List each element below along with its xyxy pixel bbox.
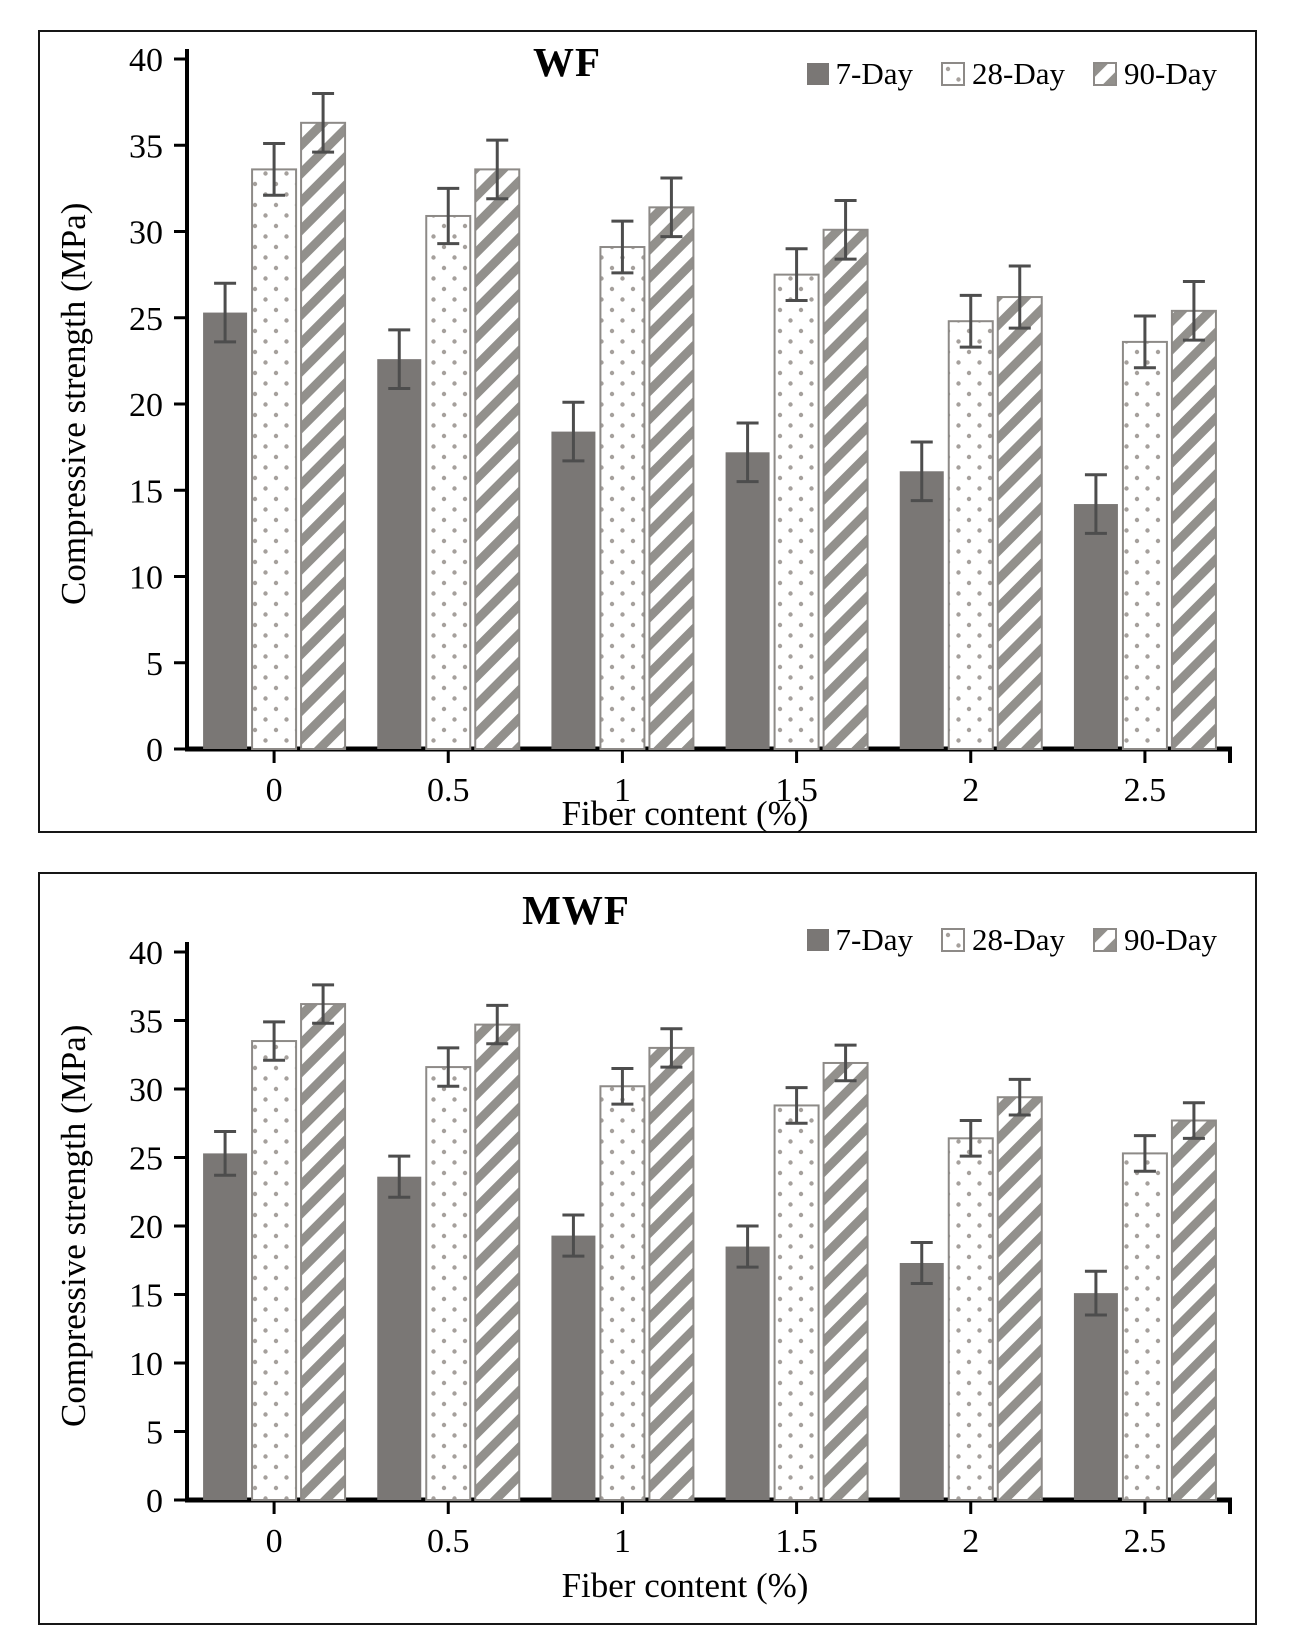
y-tick-label: 5 <box>146 646 163 683</box>
bar-7-Day-0 <box>203 312 248 749</box>
y-tick-label: 0 <box>146 1483 163 1520</box>
y-tick-label: 15 <box>129 473 163 510</box>
x-tick-label: 1 <box>614 772 631 809</box>
wf-legend: 7-Day 28-Day 90-Day <box>806 56 1217 92</box>
wf-legend-item-28day: 28-Day <box>941 56 1065 92</box>
bar-7-Day-2.5 <box>1073 1293 1118 1500</box>
bar-28-Day-1 <box>599 246 646 750</box>
bar-90-Day-2.5 <box>1170 309 1217 750</box>
mwf-legend-item-7day: 7-Day <box>806 922 914 958</box>
solid-bar-swatch-icon <box>806 63 829 85</box>
bar-7-Day-1 <box>551 431 596 749</box>
wf-legend-item-90day: 90-Day <box>1093 56 1217 92</box>
bar-7-Day-2 <box>899 471 944 749</box>
x-tick-label: 1 <box>614 1523 631 1560</box>
wf-legend-label-7day: 7-Day <box>835 56 914 91</box>
bar-7-Day-1.5 <box>725 1246 770 1500</box>
x-tick-label: 2 <box>962 1523 979 1560</box>
mwf-legend: 7-Day 28-Day 90-Day <box>806 922 1217 958</box>
bar-28-Day-1.5 <box>773 273 820 750</box>
bar-90-Day-1.5 <box>822 1061 869 1501</box>
bar-90-Day-2 <box>996 1096 1043 1501</box>
bar-7-Day-0.5 <box>377 1176 422 1500</box>
mwf-chart-title: MWF <box>522 887 630 933</box>
y-tick-label: 5 <box>146 1415 163 1452</box>
x-tick-label: 2.5 <box>1124 1523 1167 1560</box>
bar-90-Day-2 <box>996 296 1043 750</box>
mwf-legend-item-90day: 90-Day <box>1093 922 1217 958</box>
x-tick-label: 0 <box>266 1523 283 1560</box>
bar-28-Day-0.5 <box>425 214 472 751</box>
bar-7-Day-1.5 <box>725 452 770 749</box>
bar-90-Day-2.5 <box>1170 1119 1217 1501</box>
bar-90-Day-0.5 <box>474 1023 521 1502</box>
wf-y-axis-title: Compressive strength (MPa) <box>54 202 93 606</box>
dotted-bar-swatch-icon <box>941 928 966 952</box>
bar-28-Day-2 <box>947 1137 994 1501</box>
bar-28-Day-1.5 <box>773 1104 820 1501</box>
mwf-legend-label-7day: 7-Day <box>835 922 914 957</box>
wf-legend-label-28day: 28-Day <box>972 56 1066 91</box>
hatched-bar-swatch-icon <box>1093 928 1118 952</box>
wf-plot-area: 0 5 10 15 20 25 30 35 40 0 0.5 1 1.5 2 2.5 <box>129 42 1232 809</box>
bar-90-Day-1 <box>648 1046 695 1501</box>
wf-legend-item-7day: 7-Day <box>806 56 914 92</box>
bar-28-Day-2.5 <box>1121 1152 1168 1501</box>
y-tick-label: 30 <box>129 215 163 252</box>
bar-90-Day-0 <box>300 1003 347 1501</box>
y-tick-label: 25 <box>129 301 163 338</box>
bar-90-Day-0.5 <box>474 168 521 750</box>
bar-28-Day-0 <box>251 168 298 750</box>
bar-7-Day-0.5 <box>377 359 422 749</box>
y-tick-label: 40 <box>129 935 163 972</box>
y-tick-label: 20 <box>129 1209 163 1246</box>
x-tick-label: 0.5 <box>427 1523 470 1560</box>
y-tick-label: 25 <box>129 1141 163 1178</box>
mwf-chart-panel: 0 5 10 15 20 25 30 35 40 0 0.5 1 1.5 2 2.5 MWF 7-Day 2… <box>38 872 1257 1625</box>
y-tick-label: 30 <box>129 1072 163 1109</box>
mwf-y-axis-title: Compressive strength (MPa) <box>54 1024 93 1428</box>
mwf-legend-label-28day: 28-Day <box>972 922 1066 957</box>
x-tick-label: 2.5 <box>1124 772 1167 809</box>
bar-90-Day-1.5 <box>822 228 869 750</box>
dotted-bar-swatch-icon <box>941 62 966 86</box>
wf-legend-label-90day: 90-Day <box>1124 56 1217 91</box>
bar-7-Day-0 <box>203 1153 248 1500</box>
y-tick-label: 10 <box>129 560 163 597</box>
wf-chart-panel: 0 5 10 15 20 25 30 35 40 0 0.5 1 1.5 2 2.5 WF 7-Day 28… <box>38 30 1257 833</box>
bar-28-Day-0 <box>251 1040 298 1502</box>
x-tick-label: 0.5 <box>427 772 470 809</box>
wf-chart-title: WF <box>532 39 602 85</box>
x-tick-label: 1.5 <box>775 772 818 809</box>
y-tick-label: 35 <box>129 1004 163 1041</box>
mwf-legend-label-90day: 90-Day <box>1124 922 1217 957</box>
mwf-legend-item-28day: 28-Day <box>941 922 1065 958</box>
y-tick-label: 15 <box>129 1278 163 1315</box>
mwf-plot-area: 0 5 10 15 20 25 30 35 40 0 0.5 1 1.5 2 2.5 <box>129 935 1232 1560</box>
bar-28-Day-2 <box>947 320 994 750</box>
mwf-x-axis-title: Fiber content (%) <box>561 1566 809 1605</box>
bar-7-Day-2 <box>899 1262 944 1500</box>
y-tick-label: 20 <box>129 387 163 424</box>
wf-x-axis-title: Fiber content (%) <box>561 794 809 833</box>
y-tick-label: 10 <box>129 1346 163 1383</box>
y-tick-label: 0 <box>146 732 163 769</box>
hatched-bar-swatch-icon <box>1093 62 1118 86</box>
bar-28-Day-0.5 <box>425 1066 472 1502</box>
y-tick-label: 40 <box>129 42 163 79</box>
bar-90-Day-0 <box>300 121 347 750</box>
x-tick-label: 0 <box>266 772 283 809</box>
y-tick-label: 35 <box>129 128 163 165</box>
x-tick-label: 2 <box>962 772 979 809</box>
solid-bar-swatch-icon <box>806 929 829 951</box>
bar-28-Day-2.5 <box>1121 340 1168 750</box>
bar-7-Day-2.5 <box>1073 504 1118 749</box>
bar-28-Day-1 <box>599 1085 646 1501</box>
x-tick-label: 1.5 <box>775 1523 818 1560</box>
bar-7-Day-1 <box>551 1235 596 1500</box>
bar-90-Day-1 <box>648 206 695 751</box>
